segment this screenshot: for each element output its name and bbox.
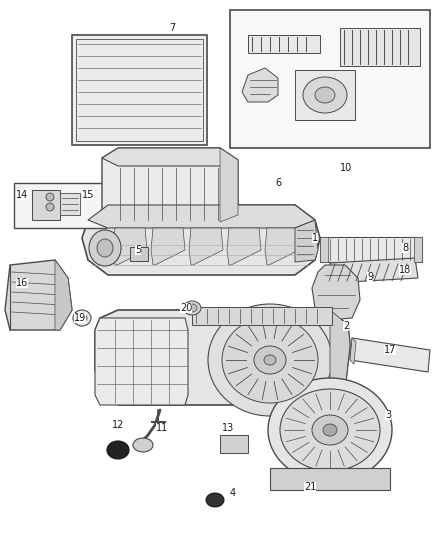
Text: 1: 1 (312, 233, 318, 243)
Text: 18: 18 (399, 265, 411, 275)
Bar (230, 10, 430, 148)
Polygon shape (330, 258, 418, 283)
Polygon shape (151, 228, 185, 265)
Polygon shape (312, 265, 360, 320)
Bar (76, 39, 203, 141)
Polygon shape (113, 228, 147, 265)
Bar (320, 237, 328, 262)
Text: 21: 21 (304, 482, 316, 492)
Text: 16: 16 (16, 278, 28, 288)
Ellipse shape (222, 317, 318, 403)
Ellipse shape (133, 438, 153, 452)
Ellipse shape (97, 239, 113, 257)
Polygon shape (330, 310, 350, 405)
Ellipse shape (73, 310, 91, 326)
Polygon shape (95, 318, 188, 405)
Text: 17: 17 (384, 345, 396, 355)
Polygon shape (95, 310, 350, 405)
Bar (14, 183, 106, 228)
Polygon shape (5, 260, 72, 330)
Bar (414, 237, 422, 262)
Bar (248, 35, 320, 53)
Text: 14: 14 (16, 190, 28, 200)
Bar (220, 435, 248, 453)
Ellipse shape (323, 424, 337, 436)
Text: 10: 10 (340, 163, 352, 173)
Bar (60, 193, 80, 215)
Bar (32, 190, 60, 220)
Polygon shape (350, 338, 430, 372)
Ellipse shape (303, 77, 347, 113)
Polygon shape (102, 148, 238, 166)
Text: 20: 20 (180, 303, 192, 313)
Bar (340, 28, 420, 66)
Polygon shape (55, 260, 72, 330)
Ellipse shape (46, 193, 54, 201)
Text: 8: 8 (402, 243, 408, 253)
Ellipse shape (107, 441, 129, 459)
Text: 6: 6 (275, 178, 281, 188)
Text: 15: 15 (82, 190, 94, 200)
Text: 9: 9 (367, 272, 373, 282)
Polygon shape (88, 205, 315, 228)
Polygon shape (220, 148, 238, 222)
Ellipse shape (89, 230, 121, 266)
Bar (320, 237, 422, 262)
Ellipse shape (208, 304, 332, 416)
Bar (192, 307, 332, 325)
Ellipse shape (315, 87, 335, 103)
Text: 12: 12 (112, 420, 124, 430)
Polygon shape (227, 228, 261, 265)
Text: 13: 13 (222, 423, 234, 433)
Ellipse shape (206, 493, 224, 507)
Text: 2: 2 (343, 321, 349, 331)
Text: 4: 4 (230, 488, 236, 498)
Ellipse shape (183, 301, 201, 315)
Bar (130, 247, 148, 261)
Text: 5: 5 (135, 245, 141, 255)
Ellipse shape (77, 314, 87, 322)
Text: 11: 11 (156, 423, 168, 433)
Ellipse shape (254, 346, 286, 374)
Bar (295, 70, 355, 120)
Ellipse shape (268, 378, 392, 482)
Polygon shape (102, 148, 238, 222)
Text: 19: 19 (74, 313, 86, 323)
Ellipse shape (187, 304, 197, 312)
Polygon shape (350, 338, 356, 364)
Bar (270, 468, 390, 490)
Text: 3: 3 (385, 410, 391, 420)
Ellipse shape (264, 355, 276, 365)
Polygon shape (265, 228, 299, 265)
Ellipse shape (280, 389, 380, 471)
Polygon shape (82, 205, 320, 275)
Ellipse shape (312, 415, 348, 445)
Polygon shape (295, 220, 318, 262)
Ellipse shape (46, 203, 54, 211)
Bar (72, 35, 207, 145)
Polygon shape (242, 68, 278, 102)
Text: 7: 7 (169, 23, 175, 33)
Polygon shape (189, 228, 223, 265)
